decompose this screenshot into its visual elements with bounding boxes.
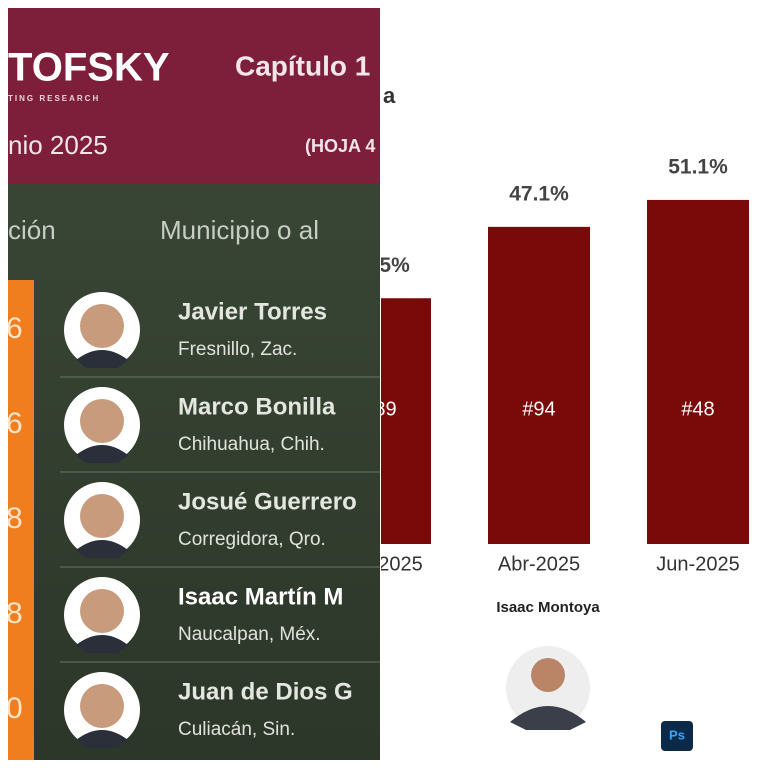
name: Juan de Dios G	[178, 678, 353, 705]
avatar-face	[80, 684, 124, 728]
place: Chihuahua, Chih.	[178, 434, 325, 455]
ranking-panel: TOFSKY TING RESEARCH Capítulo 1 nio 2025…	[6, 8, 380, 760]
x-tick-label: Jun-2025	[656, 553, 739, 575]
date: nio 2025	[8, 130, 108, 160]
chart-title: a	[383, 83, 396, 108]
name: Isaac Martín M	[178, 583, 343, 610]
chapter: Capítulo 1	[235, 50, 370, 81]
bar	[488, 226, 590, 545]
name: Javier Torres	[178, 298, 327, 325]
place: Corregidora, Qro.	[178, 529, 326, 550]
place: Fresnillo, Zac.	[178, 339, 297, 360]
bar	[381, 298, 431, 544]
rank: 0	[6, 692, 23, 725]
ps-icon-text: Ps	[669, 727, 685, 742]
header-bg	[8, 8, 380, 183]
value-label: 51.1%	[668, 155, 728, 178]
avatar-body	[76, 730, 128, 748]
avatar-face	[80, 589, 124, 633]
value-label: 36.5%	[350, 254, 410, 277]
value-label: 47.1%	[509, 182, 569, 205]
avatar-body	[76, 445, 128, 463]
avatar-body	[76, 540, 128, 558]
name: Josué Guerrero	[178, 488, 357, 515]
sheet: (HOJA 4	[305, 136, 375, 156]
rank-label: #48	[681, 398, 714, 420]
x-axis-label: Isaac Montoya	[496, 599, 600, 616]
rank: 8	[6, 502, 23, 535]
place: Culiacán, Sin.	[178, 719, 295, 740]
rank-strip	[8, 280, 34, 760]
avatar-body	[76, 635, 128, 653]
logo: TOFSKY	[8, 46, 170, 90]
bar	[647, 199, 749, 544]
rank: 8	[6, 597, 23, 630]
rank: 6	[6, 312, 23, 345]
avatar-face	[80, 399, 124, 443]
photo-body	[510, 706, 586, 730]
x-tick-label: Abr-2025	[498, 553, 580, 575]
name: Marco Bonilla	[178, 393, 336, 420]
rank: 6	[6, 407, 23, 440]
column-header: ción	[8, 215, 56, 245]
avatar-face	[80, 304, 124, 348]
rank-label: #89	[363, 398, 396, 420]
photo-face	[531, 658, 565, 692]
avatar-face	[80, 494, 124, 538]
logo-tagline: TING RESEARCH	[8, 94, 100, 103]
x-tick-label: Feb-2025	[337, 553, 423, 575]
ps-icon	[661, 721, 693, 751]
avatar-body	[76, 350, 128, 368]
column-header: Municipio o al	[160, 215, 319, 245]
place: Naucalpan, Méx.	[178, 624, 321, 645]
chart-panel: a 36.5% #89 Feb-2025 47.1% #94 Abr-2025 51.1% #4…	[337, 83, 749, 730]
rank-label: #94	[522, 398, 555, 420]
